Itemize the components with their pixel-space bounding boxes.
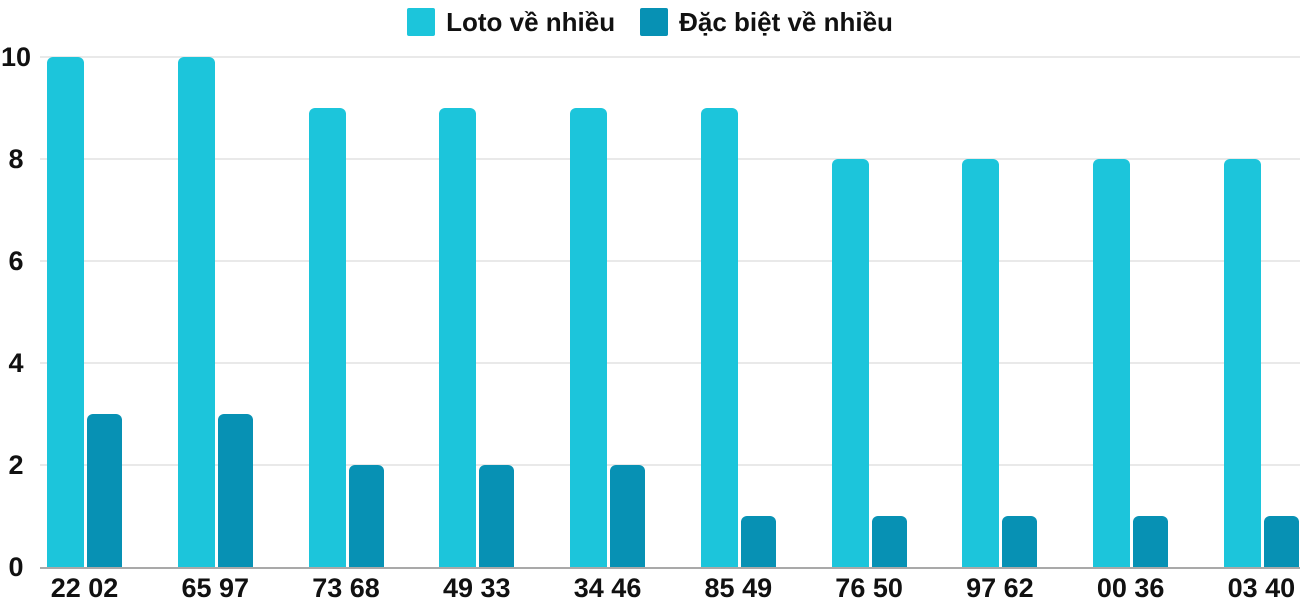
x-axis-label: 65 97 — [181, 573, 250, 603]
legend-swatch-loto — [407, 8, 436, 36]
bar-loto[interactable] — [47, 57, 84, 567]
bar-group: 22 02 — [47, 57, 122, 602]
bar-dacbiet[interactable] — [217, 414, 253, 567]
x-axis-label: 22 02 — [50, 573, 119, 603]
x-axis-label: 34 46 — [573, 573, 642, 603]
gridline — [40, 158, 1300, 160]
legend-item-dacbiet[interactable]: Đặc biệt về nhiều — [640, 8, 893, 36]
bar-dacbiet[interactable] — [1002, 516, 1038, 567]
bar-loto[interactable] — [1223, 159, 1261, 567]
y-axis-label: 2 — [8, 450, 24, 480]
gridline — [40, 260, 1300, 262]
bar-dacbiet[interactable] — [610, 465, 646, 567]
x-axis-label: 03 40 — [1227, 573, 1296, 603]
y-axis-label: 6 — [8, 246, 24, 276]
bars-layer: 22 02 65 97 73 68 49 33 34 46 85 49 76 50 97 62… — [47, 57, 1299, 602]
x-axis-label: 76 50 — [835, 573, 903, 603]
gridline — [40, 56, 1300, 58]
bar-loto[interactable] — [962, 159, 1000, 567]
gridline — [40, 464, 1300, 466]
legend-item-loto[interactable]: Loto về nhiều — [407, 8, 615, 36]
x-axis-label: 73 68 — [312, 573, 380, 603]
bar-dacbiet[interactable] — [1133, 516, 1169, 567]
bar-group: 85 49 — [700, 57, 776, 602]
gridline — [40, 362, 1300, 364]
bar-loto[interactable] — [1093, 159, 1131, 567]
x-axis-label: 00 36 — [1096, 573, 1165, 603]
bar-dacbiet[interactable] — [348, 465, 384, 567]
bar-loto[interactable] — [570, 108, 608, 567]
bar-group: 76 50 — [831, 57, 907, 602]
bar-loto[interactable] — [308, 108, 346, 567]
bar-dacbiet[interactable] — [87, 414, 122, 567]
x-axis-label: 49 33 — [443, 573, 511, 603]
legend-label-loto: Loto về nhiều — [446, 7, 616, 37]
x-axis-line — [40, 567, 1300, 569]
bar-loto[interactable] — [831, 159, 869, 567]
x-axis-label: 85 49 — [704, 573, 773, 603]
y-axis-label: 4 — [8, 348, 24, 378]
chart-legend: Loto về nhiều Đặc biệt về nhiều — [0, 8, 1300, 36]
bar-dacbiet[interactable] — [1263, 516, 1299, 567]
bar-group: 73 68 — [308, 57, 384, 602]
bar-group: 03 40 — [1223, 57, 1299, 602]
bar-group: 00 36 — [1093, 57, 1169, 602]
y-axis-label: 8 — [8, 144, 24, 174]
bar-dacbiet[interactable] — [740, 516, 776, 567]
bar-group: 49 33 — [439, 57, 515, 602]
x-axis-label: 97 62 — [966, 573, 1034, 603]
bar-group: 34 46 — [570, 57, 646, 602]
bar-loto[interactable] — [439, 108, 477, 567]
y-axis-label: 10 — [0, 42, 32, 72]
legend-label-dacbiet: Đặc biệt về nhiều — [679, 7, 893, 37]
bar-loto[interactable] — [177, 57, 215, 567]
bar-group: 97 62 — [962, 57, 1038, 602]
y-axis-label: 0 — [8, 552, 24, 582]
bar-dacbiet[interactable] — [871, 516, 907, 567]
legend-swatch-dacbiet — [640, 8, 669, 36]
bar-loto[interactable] — [700, 108, 738, 567]
bar-group: 65 97 — [177, 57, 253, 602]
bar-dacbiet[interactable] — [479, 465, 515, 567]
